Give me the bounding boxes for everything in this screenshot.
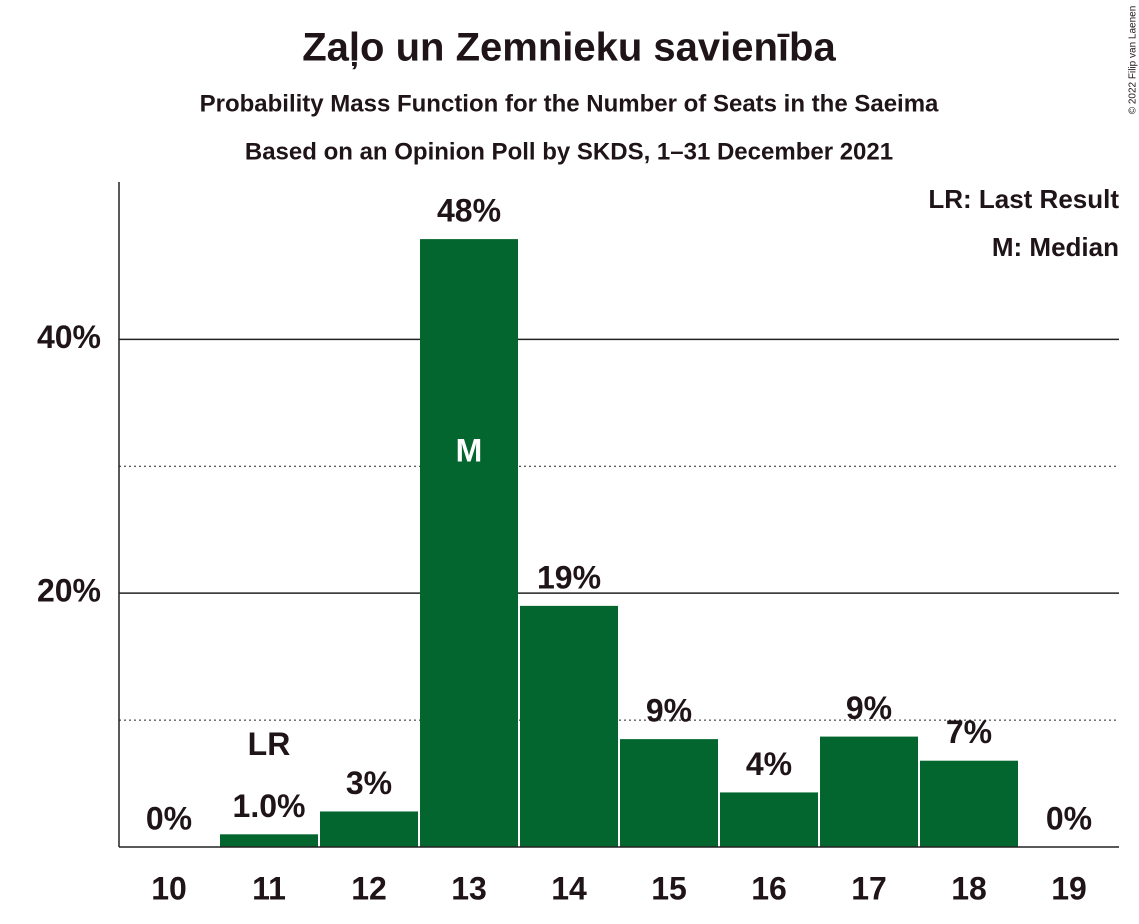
legend-entry: LR: Last Result bbox=[928, 184, 1119, 214]
value-label: 9% bbox=[846, 690, 892, 726]
annotation: M bbox=[456, 433, 483, 469]
x-tick-label: 18 bbox=[951, 870, 987, 906]
x-tick-label: 12 bbox=[351, 870, 387, 906]
bar bbox=[920, 760, 1018, 847]
x-tick-label: 13 bbox=[451, 870, 487, 906]
x-tick-label: 17 bbox=[851, 870, 887, 906]
x-tick-label: 16 bbox=[751, 870, 787, 906]
annotation: LR bbox=[248, 726, 291, 762]
chart-subtitle: Based on an Opinion Poll by SKDS, 1–31 D… bbox=[245, 138, 893, 165]
bar bbox=[620, 739, 718, 847]
x-tick-label: 11 bbox=[252, 870, 286, 906]
value-label: 19% bbox=[537, 559, 601, 595]
y-tick-label: 20% bbox=[37, 573, 101, 609]
value-label: 4% bbox=[746, 746, 792, 782]
bar bbox=[520, 605, 618, 847]
value-label: 1.0% bbox=[233, 788, 306, 824]
value-label: 48% bbox=[437, 193, 501, 229]
copyright: © 2022 Filip van Laenen bbox=[1128, 6, 1139, 115]
y-tick-label: 40% bbox=[37, 319, 101, 355]
bar bbox=[220, 834, 318, 847]
bar bbox=[320, 811, 418, 847]
x-tick-label: 14 bbox=[551, 870, 587, 906]
bar bbox=[820, 736, 918, 847]
x-tick-label: 15 bbox=[651, 870, 687, 906]
legend-entry: M: Median bbox=[992, 232, 1119, 262]
chart-subtitle: Probability Mass Function for the Number… bbox=[200, 90, 939, 117]
value-label: 0% bbox=[146, 800, 192, 836]
bar bbox=[420, 239, 518, 848]
x-tick-label: 19 bbox=[1051, 870, 1087, 906]
chart-title: Zaļo un Zemnieku savienība bbox=[302, 26, 836, 70]
bar bbox=[720, 792, 818, 847]
value-label: 3% bbox=[346, 765, 392, 801]
value-label: 0% bbox=[1046, 800, 1092, 836]
value-label: 9% bbox=[646, 693, 692, 729]
x-tick-label: 10 bbox=[151, 870, 187, 906]
value-label: 7% bbox=[946, 714, 992, 750]
